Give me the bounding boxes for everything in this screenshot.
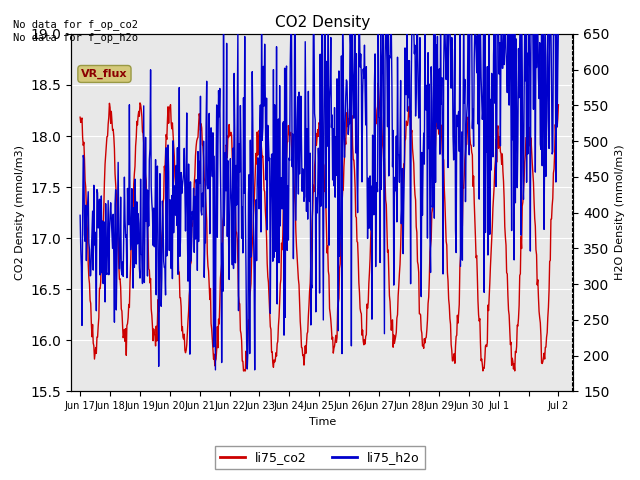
Y-axis label: H2O Density (mmol/m3): H2O Density (mmol/m3)	[615, 145, 625, 280]
X-axis label: Time: Time	[308, 417, 336, 427]
Text: VR_flux: VR_flux	[81, 69, 128, 79]
Text: No data for f_op_co2
No data for f_op_h2o: No data for f_op_co2 No data for f_op_h2…	[13, 19, 138, 43]
Y-axis label: CO2 Density (mmol/m3): CO2 Density (mmol/m3)	[15, 145, 25, 280]
Title: CO2 Density: CO2 Density	[275, 15, 370, 30]
Legend: li75_co2, li75_h2o: li75_co2, li75_h2o	[215, 446, 425, 469]
